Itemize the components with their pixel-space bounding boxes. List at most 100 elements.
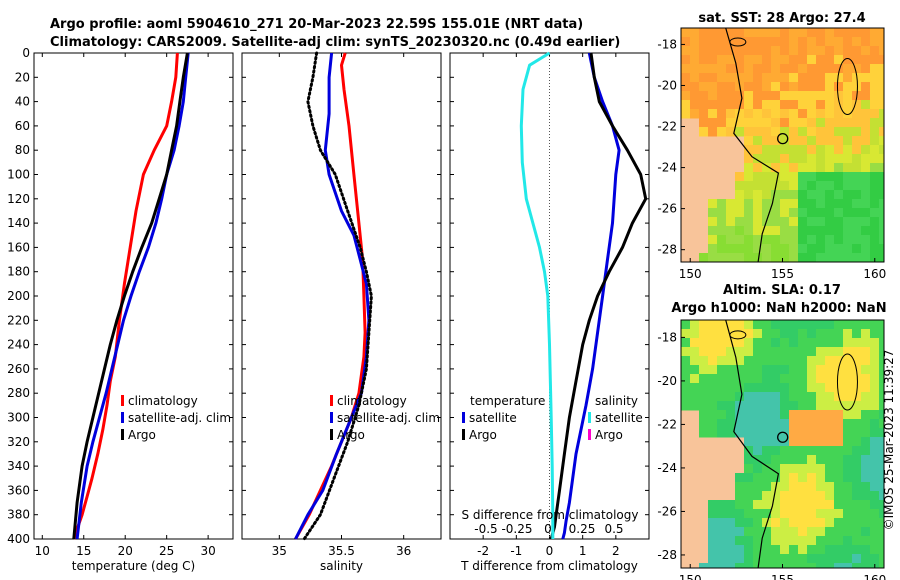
sla-map-cell [861, 437, 871, 447]
sla-map-cell [735, 482, 745, 492]
sla-map-cell [789, 554, 799, 564]
sst-map-cell [861, 163, 871, 173]
sla-map-cell [780, 518, 790, 528]
salinity-plot-frame [241, 52, 442, 540]
sla-map-cell [717, 428, 727, 438]
sst-map-cell [762, 28, 772, 38]
sst-map-cell [807, 145, 817, 155]
sla-map-cell [825, 401, 835, 411]
sla-map-cell [861, 383, 871, 393]
sla-map-cell [870, 365, 880, 375]
sst-map-cell [699, 82, 709, 92]
sla-map-cell [861, 536, 871, 546]
sla-map-cell [834, 464, 844, 474]
sst-map-cell [771, 73, 781, 83]
sla-map-cell [816, 464, 826, 474]
y-tick-label: 200 [7, 289, 30, 303]
legend-t-satellite-label: satellite [469, 411, 517, 425]
sst-map-cell [762, 181, 772, 191]
salinity-panel: 35 35.5 36 salinity climatology satellite-adj… [241, 51, 442, 573]
sst-map-cell [807, 253, 817, 262]
sst-map-cell [753, 28, 763, 38]
sla-map-cell [708, 410, 718, 420]
legend-s-satellite-swatch [588, 412, 591, 423]
sla-map-cell [753, 491, 763, 501]
sst-map-cell [825, 82, 835, 92]
sst-map-cell [771, 37, 781, 47]
sla-map-cell [807, 545, 817, 555]
sla-map-cell [744, 374, 754, 384]
sst-map-cell [753, 37, 763, 47]
map-y-tick-label: -18 [657, 330, 677, 344]
sla-map-cell [807, 518, 817, 528]
sla-map-cell [807, 356, 817, 366]
sst-map-cell [834, 127, 844, 137]
sla-map-cell [843, 491, 853, 501]
sst-map-cell [753, 235, 763, 245]
sla-map-cell [726, 320, 736, 330]
sst-map-cell [870, 208, 880, 218]
x-tick-label: 1 [579, 544, 587, 558]
sla-map-cell [798, 473, 808, 483]
sla-map-cell [807, 401, 817, 411]
map-y-tick-label: -28 [657, 548, 677, 562]
sla-map-cell [861, 527, 871, 537]
sla-map-cell [843, 446, 853, 456]
sla-map-cell [852, 419, 862, 429]
sst-map-cell [771, 118, 781, 128]
sla-map-cell [825, 437, 835, 447]
sla-map-cell [816, 365, 826, 375]
sst-map-cell [870, 190, 880, 200]
sst-map-cell [717, 73, 727, 83]
sla-island-outline [729, 330, 747, 340]
sst-map-cell [762, 64, 772, 74]
sst-map-cell [852, 28, 862, 38]
sst-map-cell [816, 172, 826, 182]
sst-map-cell [798, 208, 808, 218]
sla-map-cell [762, 464, 772, 474]
sst-map-cell [762, 145, 772, 155]
sst-map-cell [780, 199, 790, 209]
sla-map-cell [762, 455, 772, 465]
sst-map-cell [834, 37, 844, 47]
temperature-panel: 0 20 40 60 80 100 120 140 160 180 200 220 240 260 280 3… [7, 46, 234, 573]
sst-map-cell [834, 64, 844, 74]
sla-map-cell [717, 518, 727, 528]
sst-map-cell [753, 73, 763, 83]
sst-map-cell [708, 127, 718, 137]
sla-map-cell [708, 401, 718, 411]
sla-map-cell [861, 392, 871, 402]
sla-map-cell [699, 320, 709, 330]
sla-map-cell [825, 554, 835, 564]
sst-map-cell [879, 55, 884, 65]
sla-map-cell [780, 446, 790, 456]
sst-map-cell [825, 109, 835, 119]
sst-map-cell [834, 172, 844, 182]
sst-map-cell [843, 199, 853, 209]
sst-map-cell [843, 118, 853, 128]
sla-map-cell [816, 455, 826, 465]
x-tick-label: -1 [510, 544, 522, 558]
sst-map-cell [744, 28, 754, 38]
sla-map-cell [843, 518, 853, 528]
sst-map-cell [708, 100, 718, 110]
sst-map-cell [726, 91, 736, 101]
y-tick-label: 340 [7, 459, 30, 473]
sst-map-cell [879, 145, 884, 155]
sla-map-cell [780, 509, 790, 519]
sst-map-cell [870, 217, 880, 227]
sla-map-cell [708, 392, 718, 402]
sla-map-cell [726, 410, 736, 420]
figure-title-line1: Argo profile: aoml 5904610_271 20-Mar-20… [50, 17, 583, 32]
y-tick-label: 280 [7, 386, 30, 400]
sst-map-cell [708, 28, 718, 38]
sst-map-cell [789, 199, 799, 209]
sla-map-cell [807, 392, 817, 402]
sst-map-cell [843, 154, 853, 164]
sla-map-cell [699, 356, 709, 366]
sla-map-cell [852, 329, 862, 339]
sla-map-cell [726, 563, 736, 568]
sla-map-cell [762, 437, 772, 447]
sla-map-cell [879, 374, 884, 384]
sla-map-cell [852, 347, 862, 357]
